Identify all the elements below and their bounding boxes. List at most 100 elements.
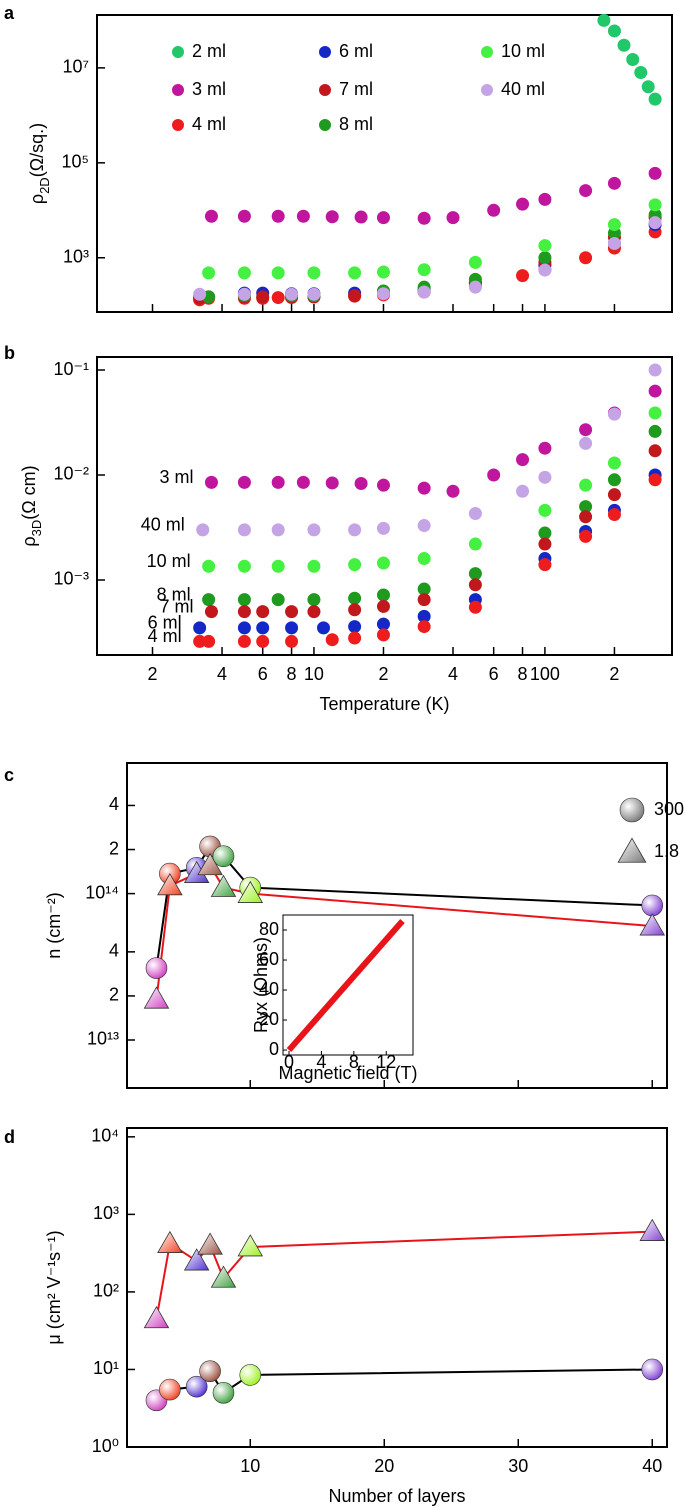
data-point	[607, 24, 621, 38]
data-point	[648, 216, 662, 230]
sphere-marker	[239, 1364, 262, 1386]
triangle-marker	[237, 1234, 264, 1257]
y-tick-label: 10¹	[93, 1358, 119, 1378]
data-point	[607, 176, 621, 190]
panel-label: c	[4, 765, 14, 785]
data-point	[538, 470, 552, 484]
data-point	[285, 621, 299, 635]
series-label: 3 ml	[159, 467, 193, 487]
series-label: 10 ml	[147, 551, 191, 571]
data-point	[256, 634, 270, 648]
data-point	[417, 285, 431, 299]
data-point	[607, 407, 621, 421]
data-point	[607, 508, 621, 522]
x-tick-label: 10	[240, 1456, 260, 1476]
legend-label: 8 ml	[339, 114, 373, 134]
y-tick-label: 10³	[63, 247, 89, 267]
data-point	[193, 287, 207, 301]
x-tick-label: 40	[642, 1456, 662, 1476]
data-point	[579, 529, 593, 543]
data-point	[516, 453, 530, 467]
triangle-marker	[237, 880, 264, 903]
data-point	[538, 441, 552, 455]
legend-label: 10 ml	[501, 41, 545, 61]
data-line	[286, 919, 405, 1053]
data-point	[417, 609, 431, 623]
data-point	[237, 475, 251, 489]
y-axis-label: Ryx (Ohms)	[251, 937, 271, 1033]
data-point	[579, 423, 593, 437]
data-point	[468, 600, 482, 614]
x-tick-label: 2	[609, 664, 619, 684]
data-point	[307, 559, 321, 573]
y-tick-label: 4	[109, 941, 119, 961]
data-point	[648, 384, 662, 398]
data-point	[648, 473, 662, 487]
data-point	[354, 210, 368, 224]
x-tick-label: 6	[489, 664, 499, 684]
y-axis-label-part: 3D	[29, 520, 44, 537]
x-tick-label: 12	[376, 1052, 396, 1072]
data-point	[376, 617, 390, 631]
data-point	[376, 599, 390, 613]
sphere-marker	[212, 845, 235, 868]
sphere-marker	[145, 957, 168, 979]
data-point	[516, 269, 530, 283]
x-tick-label: 8	[518, 664, 528, 684]
data-point	[271, 523, 285, 537]
data-point	[376, 556, 390, 570]
data-point	[607, 236, 621, 250]
series-label: 40 ml	[141, 515, 185, 535]
data-point	[538, 537, 552, 551]
data-point	[325, 633, 339, 647]
data-point	[376, 287, 390, 301]
data-point	[648, 444, 662, 458]
data-point	[307, 605, 321, 619]
data-point	[237, 634, 251, 648]
y-tick-label: 10⁻¹	[53, 359, 89, 379]
data-point	[607, 488, 621, 502]
data-point	[256, 621, 270, 635]
data-point	[641, 80, 655, 94]
data-point	[376, 628, 390, 642]
data-point	[271, 475, 285, 489]
series-label: 4 ml	[148, 626, 182, 646]
legend-marker	[481, 46, 493, 58]
data-point	[376, 521, 390, 535]
y-axis-label: ρ2D(Ω/sq.)	[27, 123, 52, 204]
data-point	[417, 263, 431, 277]
data-point	[204, 605, 218, 619]
data-point	[202, 266, 216, 280]
y-axis-label-part: (Ω cm)	[19, 465, 39, 519]
data-point	[271, 291, 285, 305]
x-tick-label: 2	[378, 664, 388, 684]
data-point	[317, 621, 331, 635]
data-point	[648, 198, 662, 212]
triangle-marker	[143, 986, 170, 1009]
panel-label: b	[4, 343, 15, 363]
x-tick-label: 4	[448, 664, 458, 684]
data-point	[446, 484, 460, 498]
data-point	[538, 263, 552, 277]
data-point	[607, 473, 621, 487]
data-point	[538, 192, 552, 206]
data-point	[202, 634, 216, 648]
data-point	[271, 593, 285, 607]
triangle-marker	[210, 874, 237, 897]
y-tick-label: 80	[259, 919, 279, 939]
data-point	[597, 13, 611, 27]
x-tick-label: 8	[287, 664, 297, 684]
data-point	[446, 211, 460, 225]
y-axis-label-part: (Ω/sq.)	[27, 123, 47, 177]
data-point	[417, 481, 431, 495]
data-point	[634, 65, 648, 79]
data-point	[376, 588, 390, 602]
data-point	[237, 559, 251, 573]
data-point	[538, 503, 552, 517]
plot-frame	[96, 14, 673, 313]
data-point	[417, 620, 431, 634]
legend-label: 2 ml	[192, 41, 226, 61]
y-axis-label: ρ3D(Ω cm)	[19, 465, 44, 546]
legend-marker	[319, 46, 331, 58]
data-point	[487, 203, 501, 217]
